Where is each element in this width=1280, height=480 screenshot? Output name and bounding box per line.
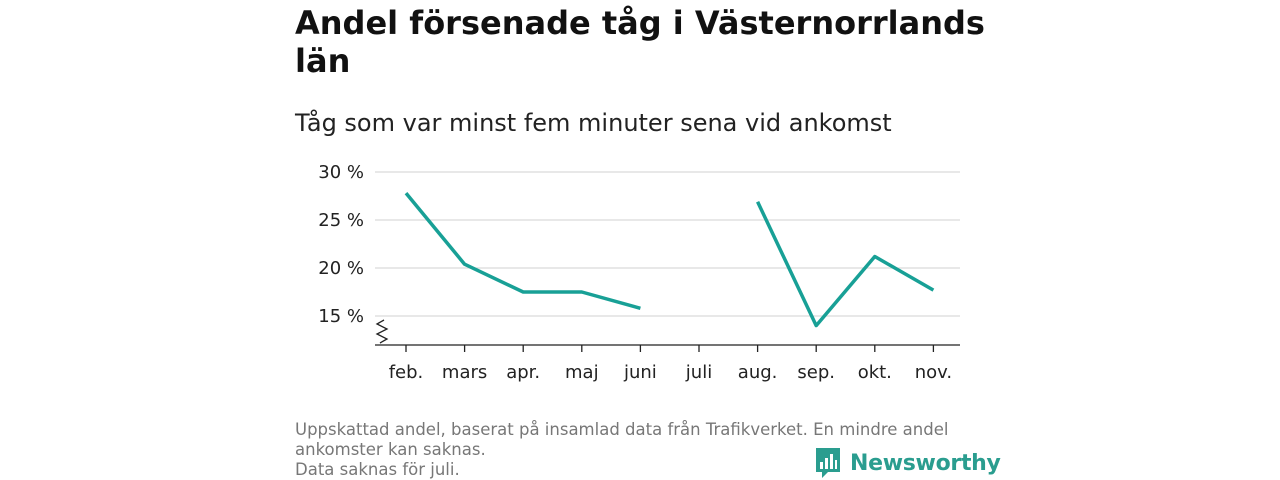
x-tick-label: aug.	[738, 362, 778, 383]
x-tick-label: feb.	[389, 362, 424, 383]
y-tick-label: 25 %	[318, 210, 364, 231]
y-axis-ticks: 15 % 20 % 25 % 30 %	[318, 162, 364, 327]
chart-subtitle: Tåg som var minst fem minuter sena vid a…	[295, 109, 892, 137]
footer-notes: Uppskattad andel, baserat på insamlad da…	[295, 420, 985, 480]
y-tick-label: 20 %	[318, 258, 364, 279]
x-tick-label: maj	[565, 362, 599, 383]
x-tick-label: juli	[685, 362, 712, 383]
bar-chart-speech-bubble-icon	[816, 448, 840, 478]
x-axis: feb. mars apr. maj juni juli aug. sep. okt. nov.	[375, 319, 960, 383]
brand-name: Newsworthy	[850, 450, 1001, 476]
series-lines	[404, 191, 935, 328]
x-tick-label: sep.	[797, 362, 835, 383]
newsworthy-logo: Newsworthy	[814, 446, 1001, 480]
x-tick-label: nov.	[915, 362, 952, 383]
grid-lines	[375, 171, 960, 317]
axis-break-mark	[375, 319, 389, 344]
y-tick-label: 30 %	[318, 162, 364, 183]
chart-title: Andel försenade tåg i Västernorrlands lä…	[295, 4, 985, 80]
series-line-segment	[756, 201, 935, 328]
y-tick-label: 15 %	[318, 306, 364, 327]
x-tick-label: okt.	[858, 362, 892, 383]
footer-note-line-2: ankomster kan saknas.	[295, 440, 486, 459]
x-tick-label: apr.	[506, 362, 540, 383]
series-line-segment	[404, 191, 641, 310]
x-tick-label: mars	[442, 362, 487, 383]
x-tick-label: juni	[623, 362, 657, 383]
footer-note-line-3: Data saknas för juli.	[295, 460, 460, 479]
footer-note-line-1: Uppskattad andel, baserat på insamlad da…	[295, 420, 949, 439]
